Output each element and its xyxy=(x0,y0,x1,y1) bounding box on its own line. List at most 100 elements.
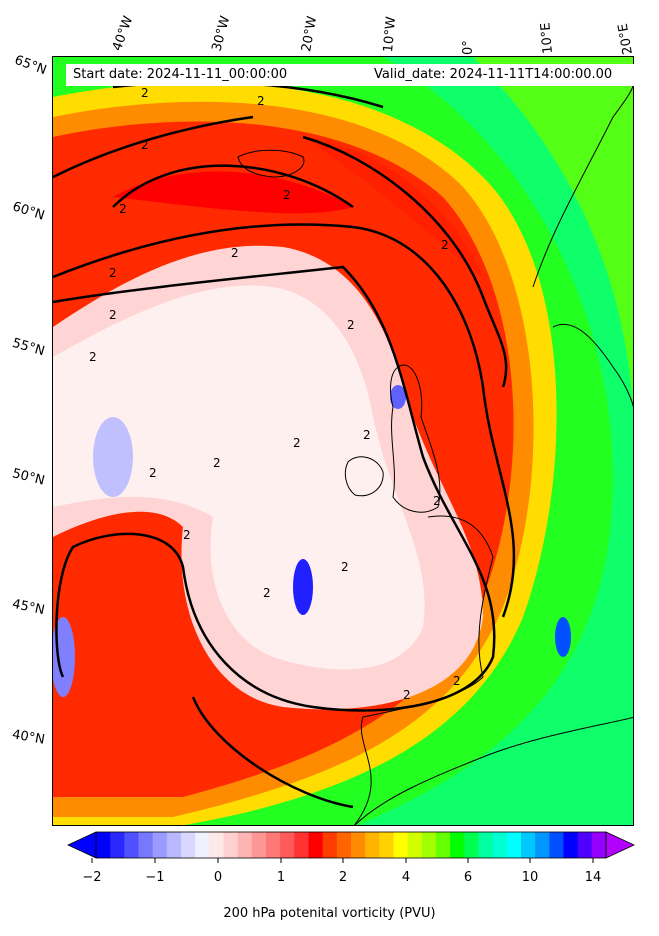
colorbar-outline xyxy=(95,831,607,859)
colorbar-segment xyxy=(591,832,607,858)
colorbar-segment xyxy=(152,832,168,858)
pv-contour-line xyxy=(53,115,254,179)
field-blue-patch xyxy=(53,617,75,697)
colorbar-tick-label: −1 xyxy=(145,870,165,885)
colorbar-segment xyxy=(237,832,253,858)
coastline-africa xyxy=(354,716,633,825)
pv-contour-line xyxy=(112,164,354,209)
contour-label: 2 xyxy=(433,494,441,508)
lat-label-60n: 60°N xyxy=(10,199,47,224)
colorbar-segment xyxy=(251,832,267,858)
lat-label-65n: 65°N xyxy=(12,52,49,79)
colorbar-segment xyxy=(365,832,380,858)
colorbar-tick-label: 10 xyxy=(521,870,539,885)
colorbar-segment xyxy=(464,832,480,858)
colorbar-segment xyxy=(138,832,154,858)
colorbar-segment xyxy=(181,832,196,858)
colorbar-segment xyxy=(549,832,565,858)
contour-label: 2 xyxy=(89,350,97,364)
colorbar-tick-label: 4 xyxy=(401,870,411,885)
contour-label: 2 xyxy=(263,586,271,600)
colorbar-segment xyxy=(450,832,465,858)
colorbar-tick-label: 2 xyxy=(338,870,348,885)
colorbar-tick-label: 1 xyxy=(276,870,286,885)
contour-label: 2 xyxy=(403,688,411,702)
coastline-ireland xyxy=(344,456,384,497)
contour-label: 2 xyxy=(283,188,291,202)
lon-label-30w: 30°W xyxy=(209,14,234,53)
contour-labels: 2 2 2 2 2 2 2 2 2 2 2 2 2 2 2 2 2 2 2 2 … xyxy=(89,86,461,702)
field-band-cyan xyxy=(357,57,633,825)
colorbar-segment xyxy=(563,832,579,858)
valid-date-label: Valid_date: 2024-11-11T14:00:00.00 xyxy=(374,67,613,82)
colorbar-segment xyxy=(308,832,324,858)
colorbar-segment xyxy=(223,832,239,858)
contour-label: 2 xyxy=(293,436,301,450)
contour-label: 2 xyxy=(109,308,117,322)
colorbar-tick-label: 0 xyxy=(213,870,223,885)
colorbar-segment xyxy=(110,832,125,858)
coastline-iceland xyxy=(237,149,305,178)
colorbar-segment xyxy=(166,832,182,858)
field-blue-patch xyxy=(293,559,313,615)
contour-label: 2 xyxy=(257,94,265,108)
start-date-label: Start date: 2024-11-11_00:00:00 xyxy=(73,67,288,82)
pv-field-map: 2 2 2 2 2 2 2 2 2 2 2 2 2 2 2 2 2 2 2 2 … xyxy=(53,57,633,825)
colorbar-segments xyxy=(96,832,607,858)
lat-label-55n: 55°N xyxy=(10,335,47,360)
coastline-britain xyxy=(390,364,441,513)
colorbar-segment xyxy=(577,832,593,858)
colorbar-segment xyxy=(294,832,310,858)
colorbar-segment xyxy=(535,832,550,858)
pv-contour-line xyxy=(302,135,508,388)
colorbar-segment xyxy=(280,832,295,858)
colorbar-min-arrow xyxy=(67,831,97,859)
lon-label-10e: 10°E xyxy=(538,21,556,55)
field-blue-patch xyxy=(555,617,571,657)
coastline-scandinavia xyxy=(532,84,633,408)
lon-label-20e: 20°E xyxy=(615,22,636,56)
colorbar xyxy=(67,831,635,863)
colorbar-tick-label: −2 xyxy=(82,870,102,885)
lat-label-50n: 50°N xyxy=(10,466,47,489)
colorbar-segment xyxy=(322,832,338,858)
lon-label-0: 0° xyxy=(461,40,476,55)
colorbar-segment xyxy=(379,832,395,858)
header-box xyxy=(66,64,634,86)
contour-label: 2 xyxy=(231,246,239,260)
colorbar-segment xyxy=(195,832,210,858)
field-streamer xyxy=(113,171,353,214)
contour-label: 2 xyxy=(441,238,449,252)
field-blue-patch xyxy=(93,417,133,497)
contour-label: 2 xyxy=(141,138,149,152)
colorbar-tick-label: 14 xyxy=(584,870,602,885)
contour-label: 2 xyxy=(341,560,349,574)
map-panel: 2 2 2 2 2 2 2 2 2 2 2 2 2 2 2 2 2 2 2 2 … xyxy=(52,56,634,826)
colorbar-segment xyxy=(393,832,409,858)
contour-label: 2 xyxy=(363,428,371,442)
colorbar-segment xyxy=(336,832,352,858)
contour-label: 2 xyxy=(141,86,149,100)
contour-label: 2 xyxy=(119,202,127,216)
colorbar-segment xyxy=(436,832,451,858)
field-blue-patch xyxy=(390,385,406,409)
contour-label: 2 xyxy=(149,466,157,480)
lon-label-10w: 10°W xyxy=(381,15,400,53)
colorbar-segment xyxy=(407,832,423,858)
field-core-white xyxy=(53,285,425,670)
colorbar-segment xyxy=(492,832,508,858)
colorbar-segment xyxy=(209,832,225,858)
contour-label: 2 xyxy=(213,456,221,470)
colorbar-ticks xyxy=(91,858,594,863)
field-band-green-east xyxy=(473,57,633,406)
lat-label-40n: 40°N xyxy=(10,727,46,748)
colorbar-segment xyxy=(351,832,366,858)
colorbar-segment xyxy=(96,832,111,858)
colorbar-segment xyxy=(478,832,494,858)
contour-label: 2 xyxy=(183,528,191,542)
lon-label-40w: 40°W xyxy=(109,14,137,53)
contour-label: 2 xyxy=(347,318,355,332)
colorbar-tick-label: 6 xyxy=(463,870,473,885)
lat-label-45n: 45°N xyxy=(10,596,46,619)
contour-label: 2 xyxy=(109,266,117,280)
